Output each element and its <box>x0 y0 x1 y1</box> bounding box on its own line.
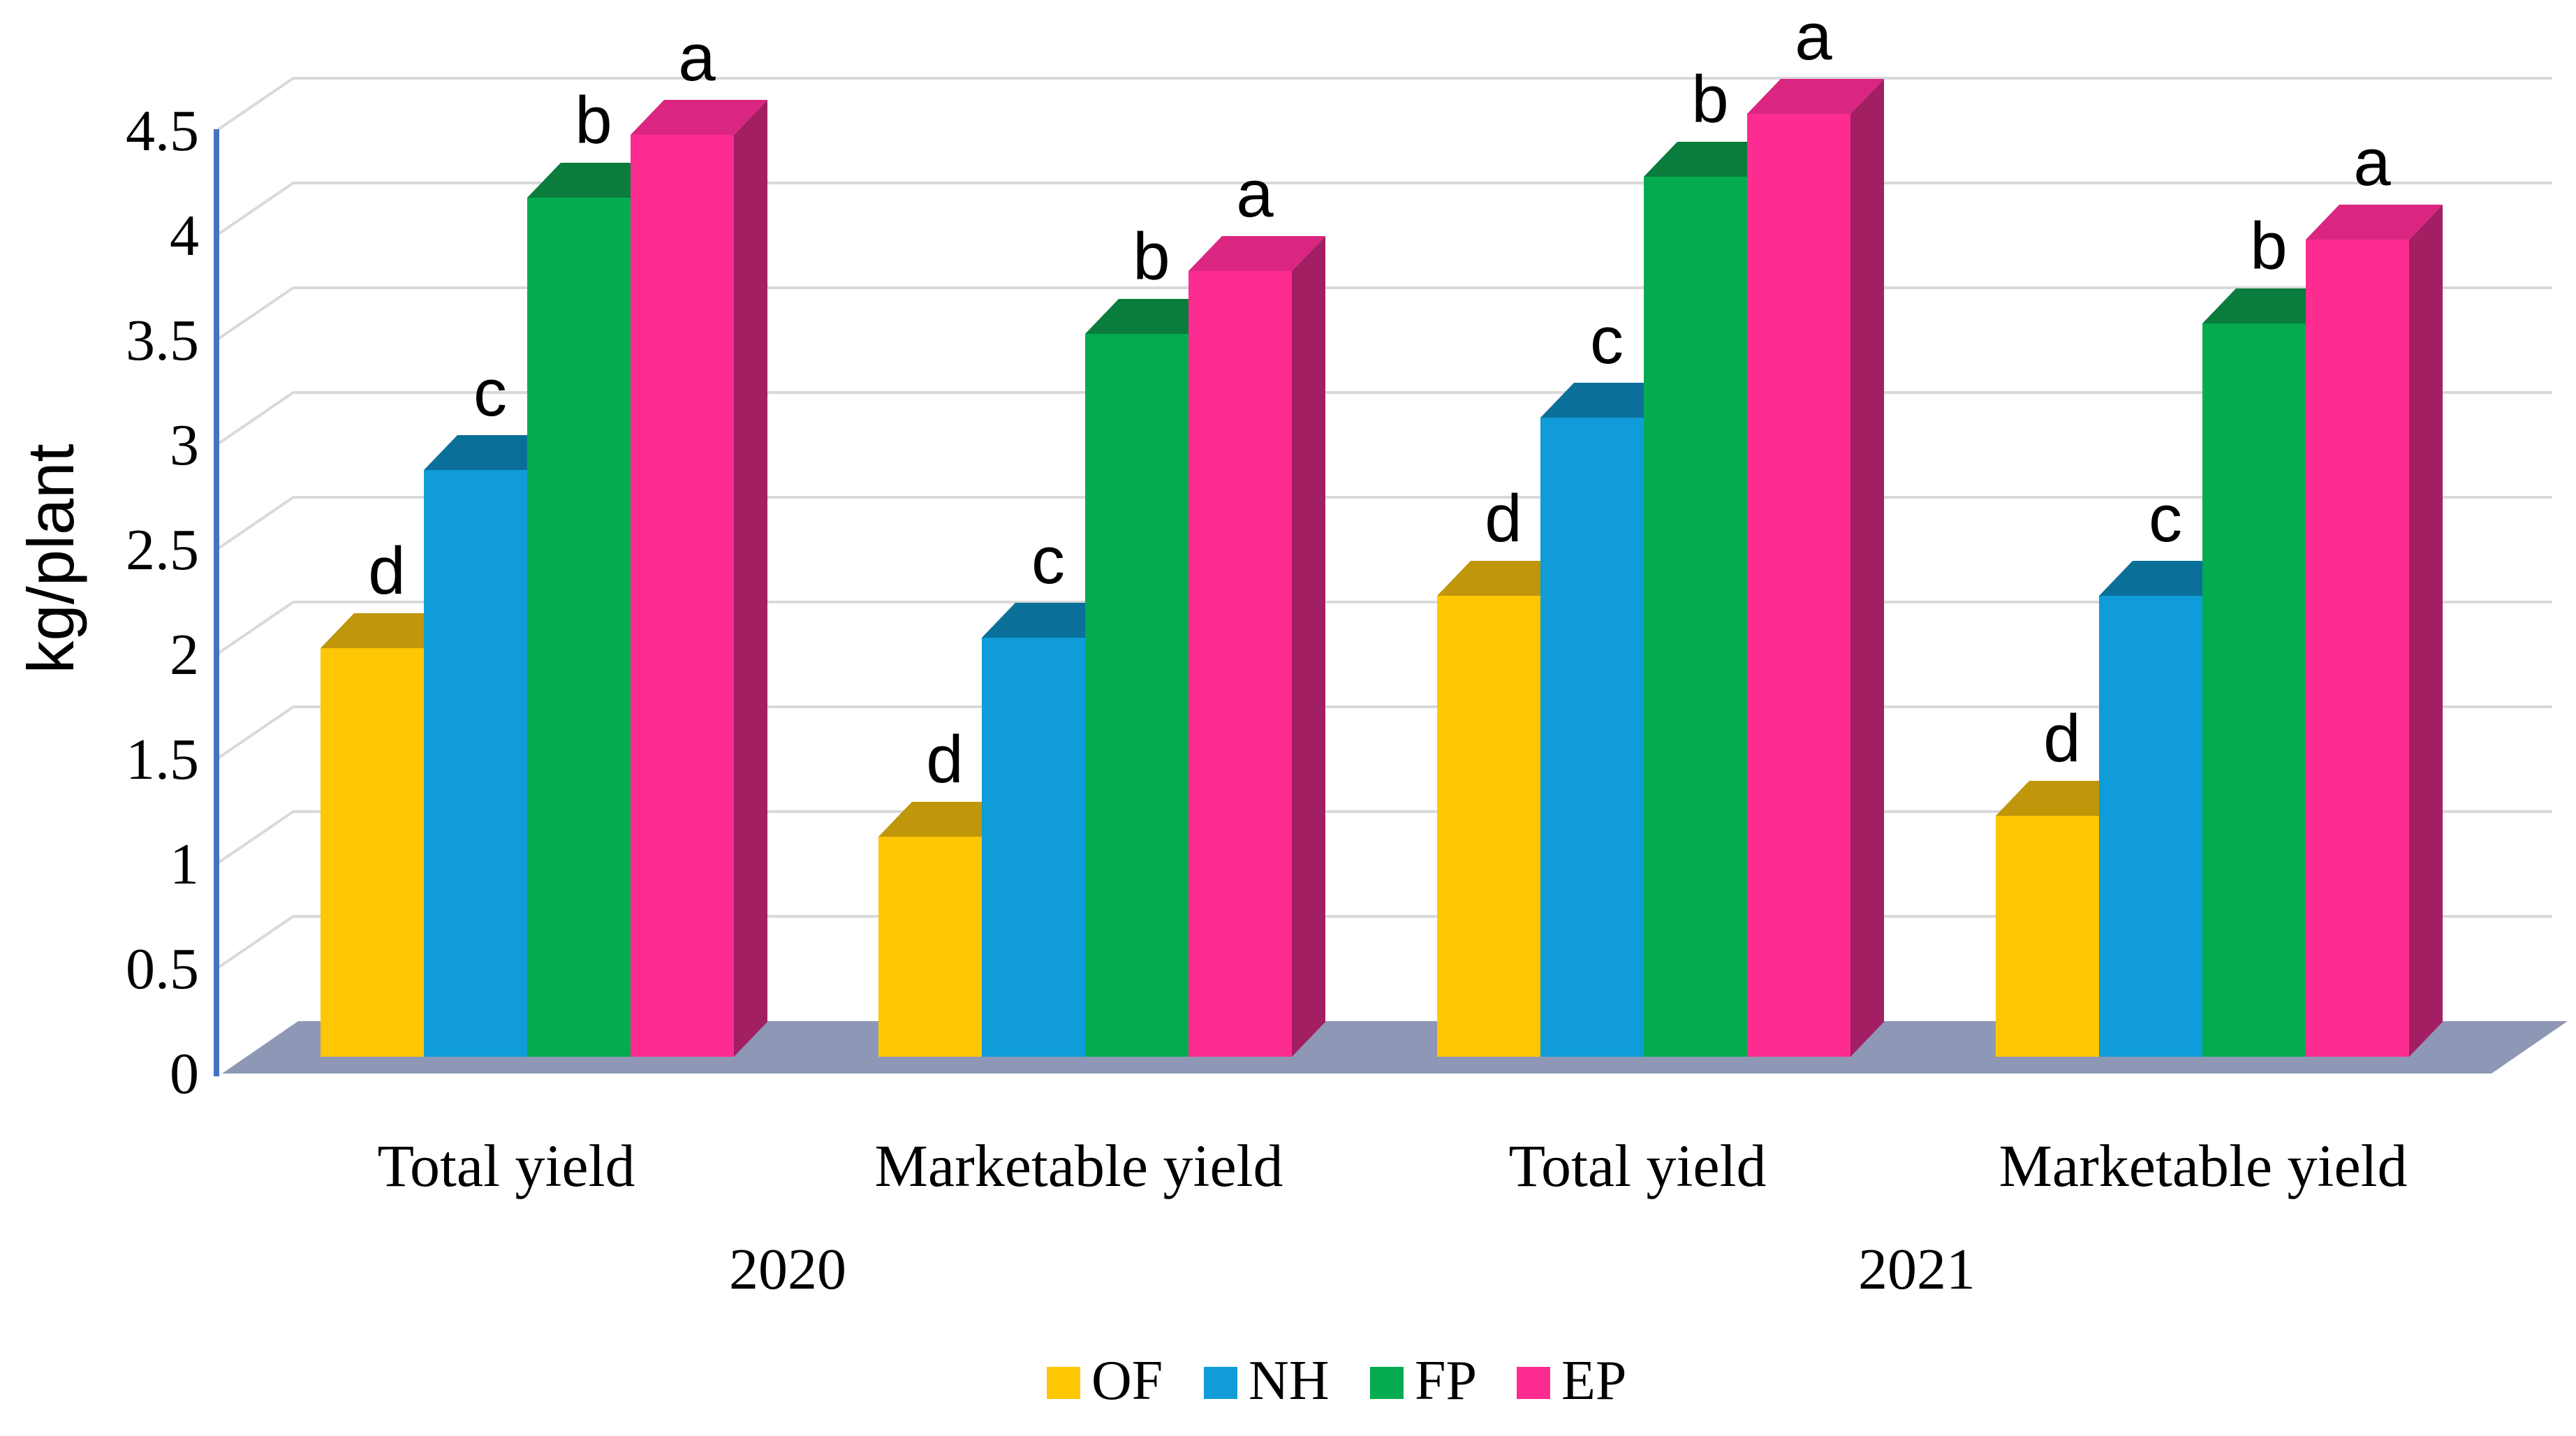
bar-top-face <box>424 435 561 470</box>
significance-letter: a <box>2353 125 2391 200</box>
category-marketable-yield-2020: Marketable yield <box>874 1132 1283 1199</box>
gridline <box>215 77 2552 132</box>
bar-ep-group1 <box>631 100 767 1057</box>
significance-letter: b <box>575 83 612 158</box>
significance-letter: d <box>2043 701 2080 776</box>
bar-top-face <box>1996 781 2133 816</box>
bar-front-face <box>1747 114 1850 1057</box>
legend-swatch-nh <box>1204 1367 1237 1399</box>
legend-swatch-ep <box>1517 1367 1550 1399</box>
y-axis-title: kg/plant <box>14 444 87 673</box>
y-tick-3.5: 3.5 <box>126 308 199 373</box>
category-marketable-yield-2021: Marketable yield <box>1999 1132 2407 1199</box>
significance-letter: d <box>1485 481 1522 556</box>
bar-ep-group3 <box>1747 79 1884 1057</box>
bar-top-face <box>1188 236 1325 271</box>
bar-front-face <box>631 135 734 1057</box>
bar-top-face <box>321 613 457 648</box>
bar-front-face <box>527 198 631 1057</box>
y-tick-3: 3 <box>170 413 199 478</box>
y-tick-4.5: 4.5 <box>126 98 199 163</box>
legend-swatch-fp <box>1370 1367 1404 1399</box>
bar-front-face <box>2306 240 2409 1057</box>
bar-front-face <box>321 648 424 1057</box>
bar-top-face <box>878 802 1015 837</box>
bar-front-face <box>2099 596 2202 1057</box>
y-tick-1: 1 <box>170 832 199 897</box>
bar-series-group <box>321 79 2443 1057</box>
significance-letter: d <box>926 722 963 797</box>
bar-top-face <box>2306 205 2443 240</box>
bar-front-face <box>1085 334 1188 1057</box>
bar-front-face <box>982 638 1085 1057</box>
x-axis-year-labels: 2020 2021 <box>729 1237 1975 1302</box>
bar-ep-group4 <box>2306 205 2443 1057</box>
bar-side-face <box>1850 79 1884 1057</box>
significance-letter: d <box>368 534 405 608</box>
bar-top-face <box>1437 561 1574 596</box>
bar-front-face <box>878 837 982 1057</box>
bar-side-face <box>734 100 767 1057</box>
bar-front-face <box>1644 177 1747 1057</box>
bar-front-face <box>2202 323 2306 1057</box>
significance-letter: b <box>1691 62 1728 137</box>
bar-top-face <box>2202 288 2339 323</box>
bar-top-face <box>2099 561 2236 596</box>
y-tick-2.5: 2.5 <box>126 518 199 583</box>
bar-front-face <box>1996 816 2099 1057</box>
significance-letter: b <box>1133 219 1170 294</box>
bar-front-face <box>1437 596 1540 1057</box>
y-tick-4: 4 <box>170 203 199 268</box>
bar-top-face <box>631 100 767 135</box>
y-tick-0.5: 0.5 <box>126 937 199 1002</box>
y-axis-tick-labels: 0 0.5 1 1.5 2 2.5 3 3.5 4 4.5 <box>126 98 199 1106</box>
legend-label-ep: EP <box>1561 1350 1626 1412</box>
legend-label-of: OF <box>1091 1350 1163 1412</box>
legend: OF NH FP EP <box>1047 1350 1626 1412</box>
bar-top-face <box>982 603 1119 638</box>
category-total-yield-2021: Total yield <box>1509 1132 1767 1199</box>
legend-label-nh: NH <box>1249 1350 1330 1412</box>
y-tick-2: 2 <box>170 622 199 687</box>
category-total-yield-2020: Total yield <box>378 1132 635 1199</box>
bar-top-face <box>1085 299 1222 334</box>
legend-label-fp: FP <box>1415 1350 1477 1412</box>
significance-letter: a <box>1236 156 1274 231</box>
significance-letter: c <box>473 356 507 430</box>
y-tick-0: 0 <box>170 1041 199 1106</box>
significance-letter: c <box>1590 303 1624 378</box>
year-label-2020: 2020 <box>729 1237 846 1302</box>
significance-letter: c <box>2149 481 2182 556</box>
bar-top-face <box>1540 383 1677 418</box>
significance-letter: a <box>678 20 716 95</box>
gridlines <box>215 77 2552 970</box>
chart-floor <box>222 1021 2568 1074</box>
bar-top-face <box>527 163 664 198</box>
significance-letter: c <box>1031 523 1065 598</box>
bar-front-face <box>424 470 527 1057</box>
bar-ep-group2 <box>1188 236 1325 1057</box>
bar-top-face <box>1644 142 1781 177</box>
significance-letter: b <box>2250 209 2287 284</box>
bar-front-face <box>1188 271 1292 1057</box>
significance-letter: a <box>1795 0 1832 74</box>
y-tick-1.5: 1.5 <box>126 727 199 792</box>
bar-front-face <box>1540 418 1644 1057</box>
x-axis-category-labels: Total yield Marketable yield Total yield… <box>378 1132 2408 1199</box>
bar-side-face <box>2409 205 2443 1057</box>
bar-side-face <box>1292 236 1325 1057</box>
year-label-2021: 2021 <box>1858 1237 1975 1302</box>
bar-top-face <box>1747 79 1884 114</box>
legend-swatch-of <box>1047 1367 1080 1399</box>
